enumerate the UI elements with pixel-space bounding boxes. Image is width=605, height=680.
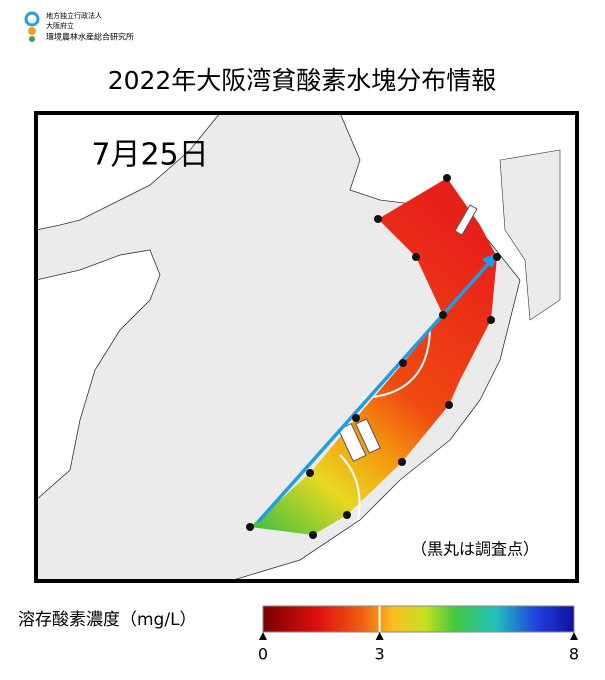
tick-label: 0 xyxy=(258,645,268,664)
map xyxy=(34,111,579,583)
note: （黒丸は調査点） xyxy=(411,540,539,559)
colorbar xyxy=(262,605,575,633)
tick-mark xyxy=(375,632,384,640)
tick-label: 3 xyxy=(375,645,385,664)
logo xyxy=(24,11,40,42)
tick-mark xyxy=(259,632,267,640)
org-line: 地方独立行政法人 xyxy=(46,11,102,20)
org-line: 環境農林水産総合研究所 xyxy=(46,32,134,42)
date: 7月25日 xyxy=(91,138,208,173)
colorbar-ticks: 0 3 8 xyxy=(258,606,579,664)
tick-label: 8 xyxy=(569,645,579,664)
colorbar-label: 溶存酸素濃度（mg/L） xyxy=(18,610,197,630)
title: 2022年大阪湾貧酸素水塊分布情報 xyxy=(108,66,497,95)
org-line: 大阪府立 xyxy=(46,21,74,30)
tick-mark xyxy=(570,632,578,640)
